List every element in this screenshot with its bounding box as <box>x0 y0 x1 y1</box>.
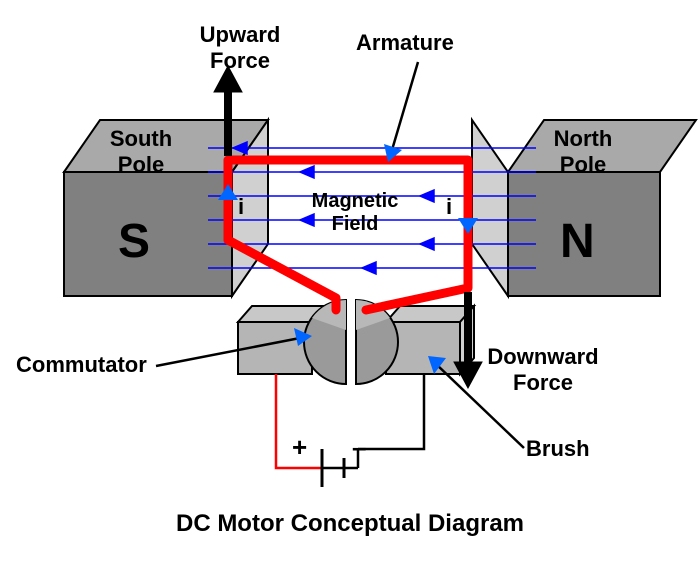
armature-label: Armature <box>356 30 454 56</box>
commutator <box>304 300 398 384</box>
current-i-left: i <box>238 194 244 220</box>
magnetic-field-label: Magnetic Field <box>300 190 410 236</box>
minus-label: – <box>352 432 366 463</box>
south-pole-label: South Pole <box>96 126 186 178</box>
diagram-svg <box>0 0 700 566</box>
s-letter: S <box>118 214 150 269</box>
downward-force-label: Downward Force <box>478 344 608 396</box>
armature-pointer <box>384 62 418 162</box>
wire-negative <box>358 374 424 449</box>
plus-label: + <box>292 432 307 463</box>
current-i-right: i <box>446 194 452 220</box>
commutator-label: Commutator <box>16 352 147 378</box>
diagram-title: DC Motor Conceptual Diagram <box>0 510 700 538</box>
n-letter: N <box>560 214 595 269</box>
dc-motor-diagram: Upward Force Armature South Pole North P… <box>0 0 700 566</box>
brush-label: Brush <box>526 436 590 462</box>
north-pole-label: North Pole <box>538 126 628 178</box>
upward-force-label: Upward Force <box>180 22 300 74</box>
